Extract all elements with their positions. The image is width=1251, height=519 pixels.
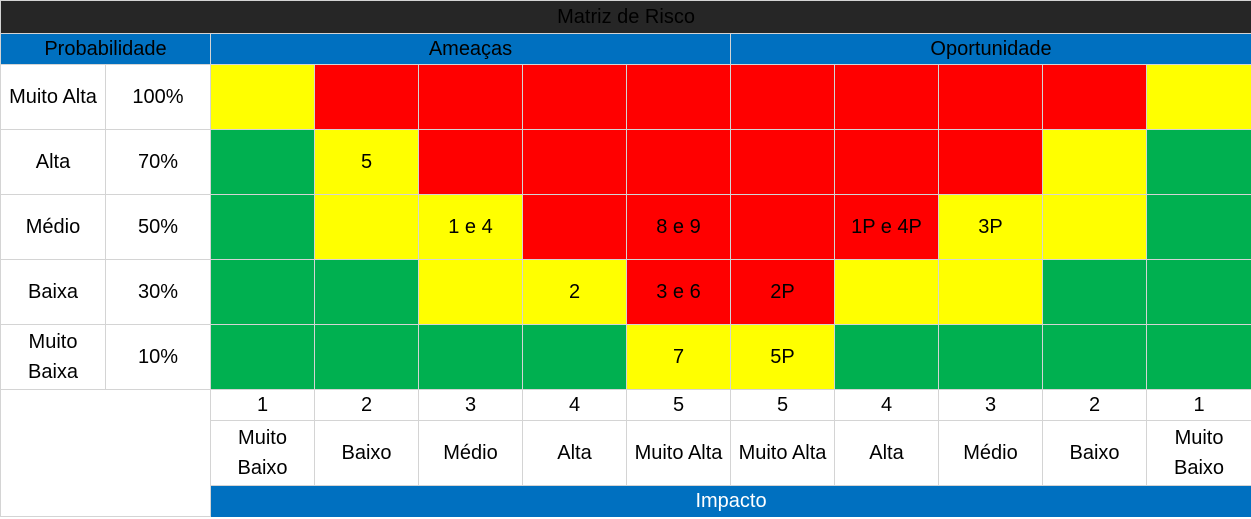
impact-level: Baixo: [314, 420, 419, 486]
empty-corner: [0, 389, 211, 517]
matrix-cell[interactable]: [938, 259, 1043, 325]
matrix-cell[interactable]: [522, 194, 627, 260]
impact-number: 3: [418, 389, 523, 421]
impact-number: 3: [938, 389, 1043, 421]
impact-number: 4: [834, 389, 939, 421]
matrix-cell[interactable]: [730, 194, 835, 260]
matrix-cell[interactable]: 2: [522, 259, 627, 325]
impact-number: 5: [626, 389, 731, 421]
matrix-title: Matriz de Risco: [0, 0, 1251, 34]
impact-number: 2: [1042, 389, 1147, 421]
probability-row: Muito Baixa 10% 7 5P: [0, 324, 1251, 390]
matrix-cell[interactable]: [834, 259, 939, 325]
matrix-cell[interactable]: [626, 64, 731, 130]
impact-level: Médio: [418, 420, 523, 486]
matrix-cell[interactable]: [1145, 259, 1251, 325]
matrix-cell[interactable]: 1P e 4P: [834, 194, 939, 260]
matrix-cell[interactable]: [938, 324, 1043, 390]
matrix-cell[interactable]: [626, 129, 731, 195]
matrix-cell[interactable]: [522, 129, 627, 195]
impact-level: Muito Baixo: [210, 420, 315, 486]
impact-level: Alta: [522, 420, 627, 486]
matrix-cell[interactable]: [314, 64, 419, 130]
matrix-cell[interactable]: [522, 324, 627, 390]
matrix-cell[interactable]: [418, 64, 523, 130]
probability-row: Baixa 30% 2 3 e 6 2P: [0, 259, 1251, 325]
matrix-cell[interactable]: 7: [626, 324, 731, 390]
matrix-cell[interactable]: [522, 64, 627, 130]
impact-level: Alta: [834, 420, 939, 486]
probability-row: Médio 50% 1 e 4 8 e 9 1P e 4P 3P: [0, 194, 1251, 260]
impact-level: Muito Alta: [730, 420, 835, 486]
impact-number: 4: [522, 389, 627, 421]
matrix-cell[interactable]: [1042, 259, 1147, 325]
matrix-cell[interactable]: [1145, 64, 1251, 130]
impacto-header: Impacto: [209, 485, 1251, 517]
probability-percent: 50%: [105, 194, 211, 260]
matrix-cell[interactable]: [938, 129, 1043, 195]
matrix-cell[interactable]: [210, 324, 315, 390]
matrix-cell[interactable]: [314, 324, 419, 390]
impact-number: 2: [314, 389, 419, 421]
impact-number: 5: [730, 389, 835, 421]
probability-row: Muito Alta 100%: [0, 64, 1251, 130]
matrix-cell[interactable]: [314, 259, 419, 325]
matrix-cell[interactable]: [834, 324, 939, 390]
matrix-cell[interactable]: [1145, 194, 1251, 260]
probability-label: Muito Baixa: [0, 324, 106, 390]
matrix-cell[interactable]: 5: [314, 129, 419, 195]
ameacas-header: Ameaças: [210, 33, 731, 65]
impact-level: Muito Baixo: [1145, 420, 1251, 486]
probability-percent: 70%: [105, 129, 211, 195]
impact-level: Médio: [938, 420, 1043, 486]
matrix-cell[interactable]: 3 e 6: [626, 259, 731, 325]
probability-rows: Muito Alta 100% Alta 70% 5 Médio 50% 1 e 4 8 e 9…: [0, 64, 1251, 390]
matrix-cell[interactable]: 2P: [730, 259, 835, 325]
probability-label: Alta: [0, 129, 106, 195]
matrix-cell[interactable]: 3P: [938, 194, 1043, 260]
matrix-cell[interactable]: [730, 64, 835, 130]
matrix-cell[interactable]: 1 e 4: [418, 194, 523, 260]
probability-label: Baixa: [0, 259, 106, 325]
matrix-cell[interactable]: [314, 194, 419, 260]
oportunidade-header: Oportunidade: [729, 33, 1251, 65]
matrix-cell[interactable]: [730, 129, 835, 195]
matrix-cell[interactable]: [210, 129, 315, 195]
impact-number: 1: [210, 389, 315, 421]
matrix-cell[interactable]: [210, 259, 315, 325]
probability-label: Médio: [0, 194, 106, 260]
matrix-cell[interactable]: [834, 129, 939, 195]
probability-percent: 10%: [105, 324, 211, 390]
impact-level: Baixo: [1042, 420, 1147, 486]
matrix-cell[interactable]: [1145, 129, 1251, 195]
matrix-cell[interactable]: [418, 259, 523, 325]
impact-number: 1: [1145, 389, 1251, 421]
probability-percent: 30%: [105, 259, 211, 325]
matrix-cell[interactable]: [1042, 64, 1147, 130]
matrix-cell[interactable]: [210, 64, 315, 130]
matrix-cell[interactable]: [834, 64, 939, 130]
probability-row: Alta 70% 5: [0, 129, 1251, 195]
matrix-cell[interactable]: [418, 129, 523, 195]
matrix-cell[interactable]: [1042, 194, 1147, 260]
matrix-cell[interactable]: [938, 64, 1043, 130]
matrix-cell[interactable]: [210, 194, 315, 260]
matrix-cell[interactable]: [1042, 324, 1147, 390]
matrix-cell[interactable]: [1042, 129, 1147, 195]
impact-level: Muito Alta: [626, 420, 731, 486]
matrix-cell[interactable]: [1145, 324, 1251, 390]
probability-percent: 100%: [105, 64, 211, 130]
probabilidade-header: Probabilidade: [0, 33, 211, 65]
matrix-cell[interactable]: 8 e 9: [626, 194, 731, 260]
matrix-cell[interactable]: [418, 324, 523, 390]
matrix-cell[interactable]: 5P: [730, 324, 835, 390]
probability-label: Muito Alta: [0, 64, 106, 130]
